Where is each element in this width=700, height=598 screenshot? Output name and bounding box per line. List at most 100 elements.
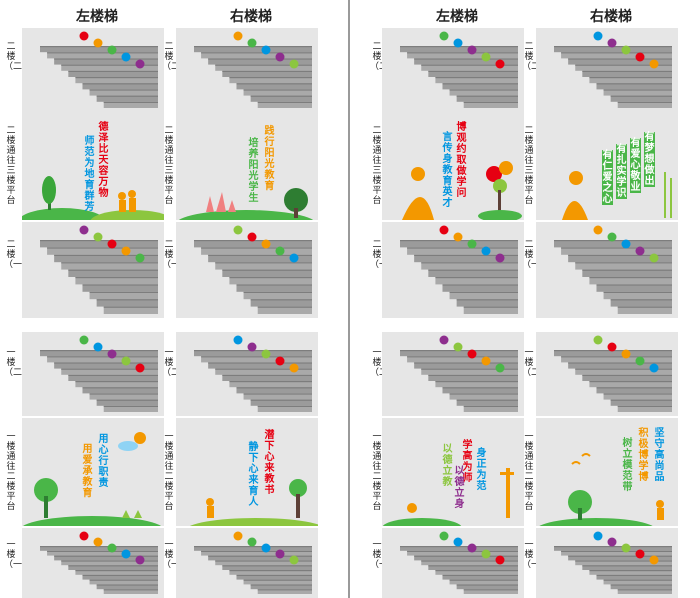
stair-step bbox=[236, 387, 312, 394]
stair-edge bbox=[414, 555, 518, 557]
center-divider bbox=[348, 0, 350, 598]
stair-step bbox=[243, 291, 312, 300]
stair-step bbox=[250, 95, 312, 102]
decoration-icon bbox=[121, 356, 131, 366]
stair-panel bbox=[536, 528, 678, 598]
stair-edge bbox=[449, 393, 518, 395]
stair-step bbox=[582, 70, 672, 77]
stair-step bbox=[603, 291, 672, 300]
stair-edge bbox=[61, 560, 158, 562]
stair-edge bbox=[222, 374, 312, 376]
stair-edge bbox=[568, 362, 672, 364]
stair-edge bbox=[582, 565, 672, 567]
stair-edge bbox=[208, 58, 312, 60]
stair-step bbox=[414, 254, 518, 263]
stair-edge bbox=[68, 374, 158, 376]
row-label-floor1-upper-d: 一楼（二） bbox=[522, 348, 549, 378]
stair-step bbox=[103, 589, 158, 594]
stair-step bbox=[568, 555, 672, 561]
stair-edge bbox=[75, 277, 158, 279]
stair-step bbox=[236, 574, 312, 580]
stair-step bbox=[68, 374, 158, 381]
stair-step bbox=[89, 579, 158, 585]
slogan-e2: 用爱承教育 bbox=[82, 444, 93, 499]
stair-step bbox=[554, 350, 672, 357]
wall-panel-h: 坚守高尚品 积极博学博 树立模范带 bbox=[536, 418, 678, 526]
stair-edge bbox=[568, 555, 672, 557]
decoration-icon bbox=[93, 537, 103, 547]
decoration-icon bbox=[495, 59, 505, 69]
stair-step bbox=[617, 101, 672, 108]
stair-panel bbox=[176, 528, 318, 598]
header-right-stairs: 右楼梯 bbox=[230, 9, 272, 25]
decoration-icon bbox=[247, 342, 257, 352]
stair-edge bbox=[75, 381, 158, 383]
slogan-g3: 以德立教 bbox=[442, 444, 453, 488]
decoration-icon bbox=[621, 349, 631, 359]
decoration-icon bbox=[621, 543, 631, 553]
stair-edge bbox=[47, 356, 158, 358]
stair-edge bbox=[47, 52, 158, 54]
decoration-icon bbox=[275, 356, 285, 366]
stair-step bbox=[582, 269, 672, 277]
stair-step bbox=[208, 58, 312, 65]
decoration-icon bbox=[79, 31, 89, 41]
scene-tree-figures-birds bbox=[539, 453, 664, 526]
stair-step bbox=[250, 399, 312, 406]
row-label-floor2-upper-d: 二楼（二） bbox=[522, 42, 549, 72]
stair-edge bbox=[96, 95, 158, 97]
decoration-icon bbox=[453, 342, 463, 352]
stair-edge bbox=[68, 70, 158, 72]
wall-panel-f: 潜下心来教书 静下心来育人 bbox=[176, 418, 318, 526]
stair-step bbox=[610, 95, 672, 102]
stair-drawing bbox=[400, 531, 518, 594]
decoration-icon bbox=[439, 31, 449, 41]
stair-edge bbox=[596, 83, 672, 85]
stair-panel bbox=[382, 28, 524, 112]
stair-step bbox=[61, 64, 158, 71]
stair-step bbox=[554, 240, 672, 248]
stair-edge bbox=[257, 589, 312, 591]
stair-step bbox=[96, 584, 158, 590]
stair-step bbox=[561, 52, 672, 59]
stair-step bbox=[456, 399, 518, 406]
stair-edge bbox=[201, 52, 312, 54]
decoration-icon bbox=[649, 555, 659, 565]
stair-step bbox=[407, 550, 518, 556]
stair-step bbox=[463, 405, 518, 412]
stair-edge bbox=[575, 262, 672, 264]
row-label-floor2-to3-b: 二楼通往三楼平台 bbox=[164, 126, 174, 206]
stair-step bbox=[54, 555, 158, 561]
stair-edge bbox=[68, 269, 158, 271]
stair-edge bbox=[47, 550, 158, 552]
stair-edge bbox=[250, 399, 312, 401]
stair-edge bbox=[243, 291, 312, 293]
stair-edge bbox=[603, 89, 672, 91]
stair-edge bbox=[428, 565, 518, 567]
stair-step bbox=[75, 277, 158, 285]
stair-edge bbox=[61, 64, 158, 66]
stair-edge bbox=[421, 560, 518, 562]
stair-step bbox=[75, 570, 158, 575]
stair-edge bbox=[463, 101, 518, 103]
row-label-floor1-to2-b: 一楼通往二楼平台 bbox=[164, 432, 174, 512]
stair-step bbox=[89, 89, 158, 96]
stair-step bbox=[215, 64, 312, 71]
row-label-floor1-lower-d: 一楼（一） bbox=[522, 540, 549, 570]
stair-step bbox=[617, 405, 672, 412]
stair-step bbox=[82, 284, 158, 292]
header-left-stairs: 左楼梯 bbox=[76, 9, 118, 25]
stair-step bbox=[75, 77, 158, 84]
stair-step bbox=[194, 46, 312, 53]
stair-step bbox=[442, 387, 518, 394]
stair-edge bbox=[456, 299, 518, 301]
decoration-icon bbox=[453, 38, 463, 48]
stair-edge bbox=[421, 368, 518, 370]
stair-edge bbox=[82, 574, 158, 576]
stair-step bbox=[582, 374, 672, 381]
slogan-c2: 言传身教育英才 bbox=[442, 132, 453, 209]
stair-edge bbox=[596, 387, 672, 389]
decoration-icon bbox=[495, 363, 505, 373]
stair-step bbox=[222, 269, 312, 277]
decoration-icon bbox=[261, 45, 271, 55]
